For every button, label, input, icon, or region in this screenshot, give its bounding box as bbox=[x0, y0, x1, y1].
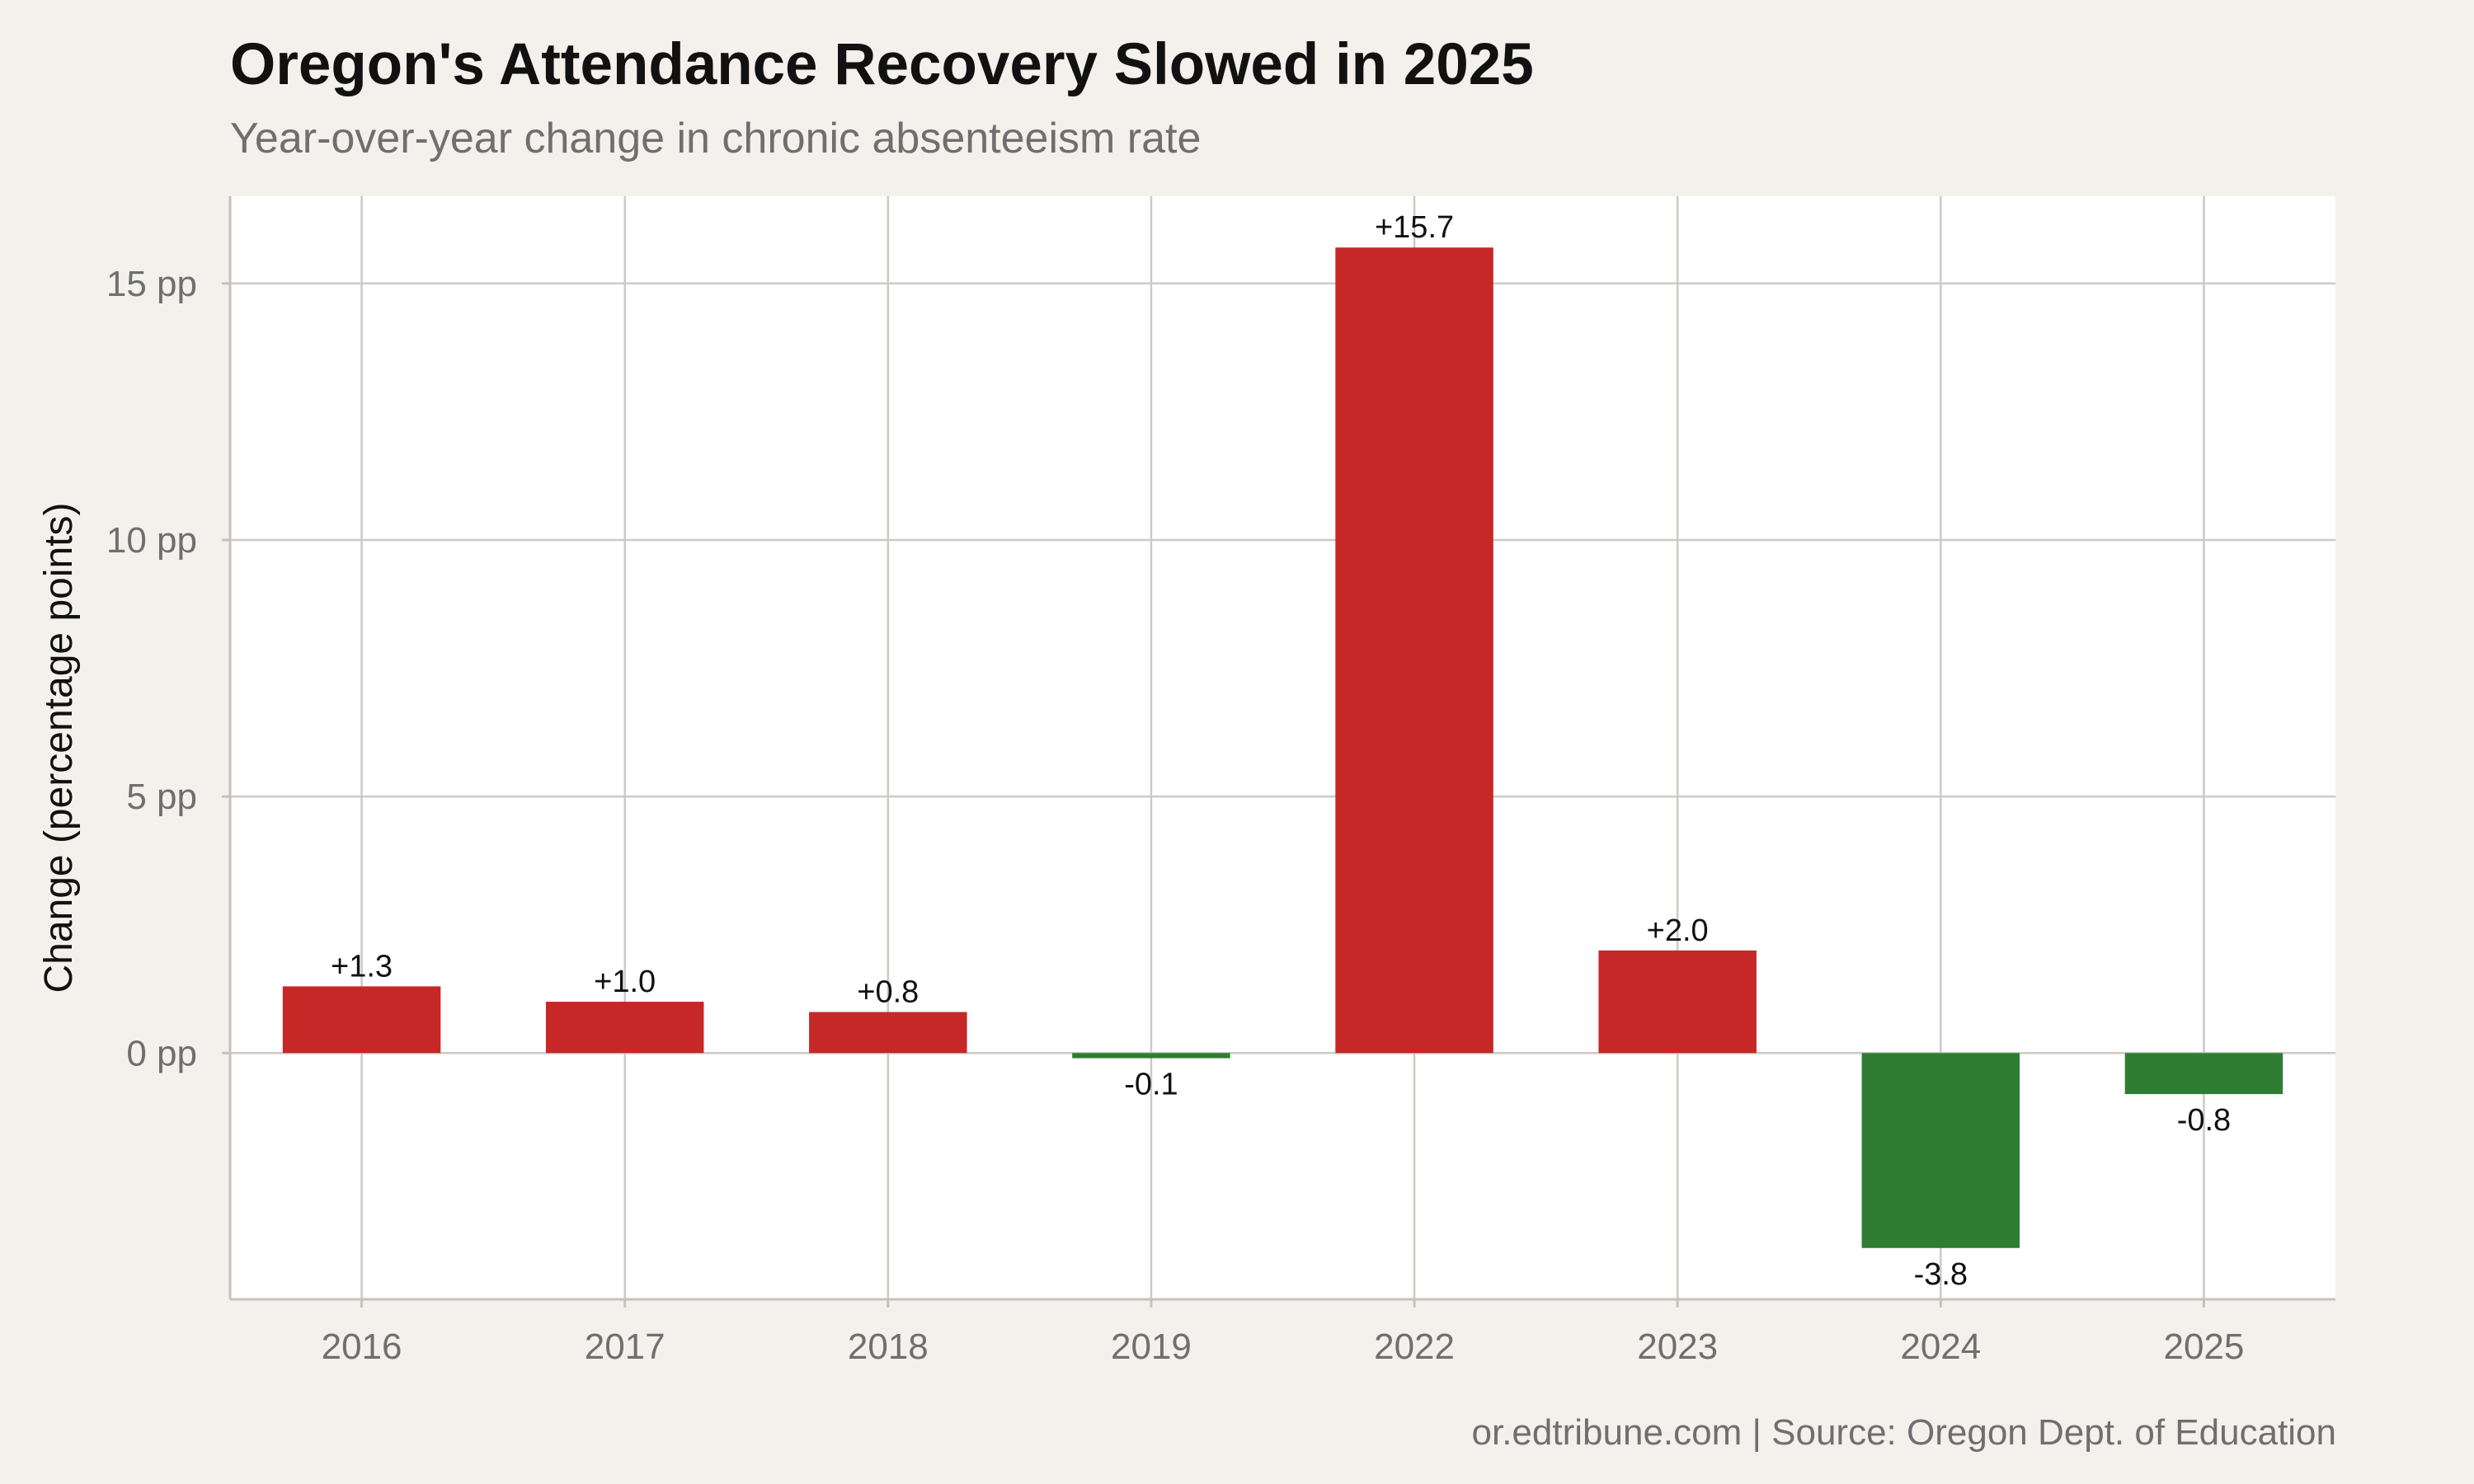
chart-title: Oregon's Attendance Recovery Slowed in 2… bbox=[230, 32, 1534, 97]
x-tick-label: 2023 bbox=[1637, 1327, 1718, 1367]
source-caption: or.edtribune.com | Source: Oregon Dept. … bbox=[1471, 1412, 2336, 1453]
bar-2024 bbox=[1861, 1053, 2020, 1248]
bar-2016 bbox=[282, 986, 441, 1054]
chart-subtitle: Year-over-year change in chronic absente… bbox=[230, 115, 1202, 162]
data-label-2025: -0.8 bbox=[2177, 1103, 2231, 1138]
bars bbox=[282, 247, 2284, 1248]
data-label-2016: +1.3 bbox=[331, 949, 393, 984]
data-label-2019: -0.1 bbox=[1124, 1068, 1178, 1102]
x-tick-label: 2017 bbox=[585, 1327, 666, 1367]
x-tick-label: 2025 bbox=[2163, 1327, 2244, 1367]
data-label-2017: +1.0 bbox=[594, 965, 656, 999]
data-label-2022: +15.7 bbox=[1375, 210, 1454, 245]
bar-2025 bbox=[2124, 1053, 2284, 1095]
bar-2019 bbox=[1072, 1053, 1230, 1059]
y-tick-label: 10 pp bbox=[106, 520, 197, 561]
bar-2023 bbox=[1598, 950, 1757, 1054]
bar-2017 bbox=[545, 1002, 704, 1054]
y-tick-label: 0 pp bbox=[126, 1033, 197, 1073]
data-label-2024: -3.8 bbox=[1914, 1257, 1968, 1292]
data-labels: +1.3 +1.0 +0.8 -0.1 +15.7 +2.0 -3.8 -0.8 bbox=[331, 210, 2231, 1292]
x-tick-label: 2024 bbox=[1900, 1327, 1981, 1367]
axes: 0 pp 5 pp 10 pp 15 pp 2016 2017 2018 2019 2022 20… bbox=[106, 196, 2335, 1367]
x-tick-label: 2018 bbox=[848, 1327, 929, 1367]
y-tick-label: 15 pp bbox=[106, 264, 197, 304]
x-tick-label: 2022 bbox=[1374, 1327, 1455, 1367]
bar-2018 bbox=[809, 1012, 967, 1054]
y-axis-label: Change (percentage points) bbox=[37, 502, 81, 993]
x-tick-label: 2016 bbox=[322, 1327, 402, 1367]
x-tick-label: 2019 bbox=[1111, 1327, 1192, 1367]
data-label-2023: +2.0 bbox=[1647, 913, 1709, 948]
y-tick-label: 5 pp bbox=[126, 777, 197, 817]
data-label-2018: +0.8 bbox=[857, 974, 919, 1009]
bar-2022 bbox=[1335, 247, 1493, 1054]
